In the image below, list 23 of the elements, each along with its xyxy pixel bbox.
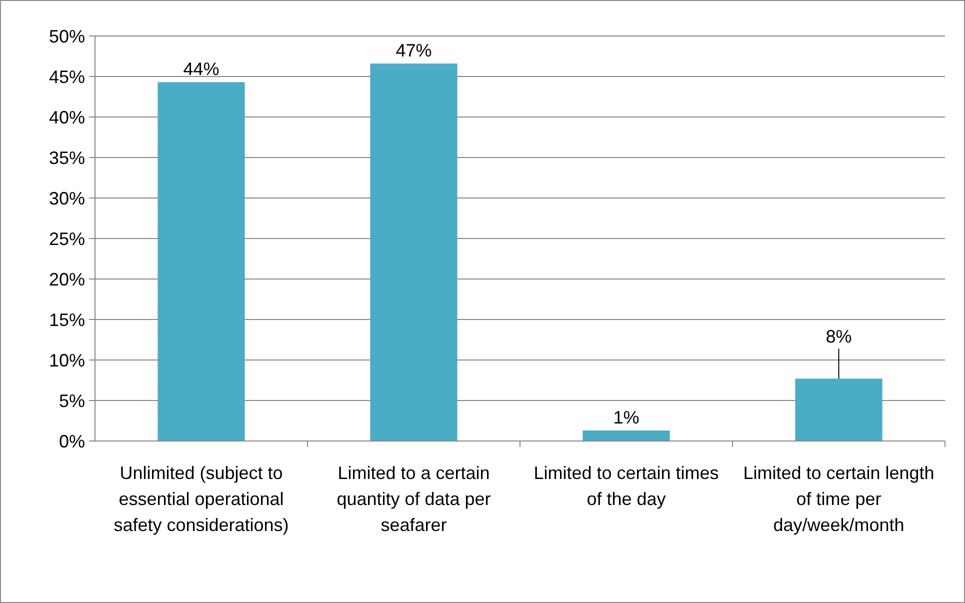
data-label: 44%: [183, 59, 220, 80]
x-tick-label: Unlimited (subject to essential operational safety considerations): [114, 463, 289, 535]
x-tick-label: Limited to certain length of time per day/week/month: [743, 463, 934, 535]
data-label: 47%: [396, 40, 432, 61]
y-tick-label: 30%: [48, 188, 85, 208]
y-tick-label: 15%: [48, 310, 85, 330]
y-tick-label: 50%: [48, 26, 85, 46]
y-tick-label: 10%: [48, 350, 85, 370]
bar: [795, 378, 882, 441]
y-tick-label: 25%: [48, 228, 85, 249]
x-tick-label: Limited to a certain quantity of data per seafarer: [336, 463, 491, 535]
y-tick-label: 40%: [48, 107, 85, 128]
x-tick-label: Limited to certain times of the day: [534, 463, 719, 509]
y-tick-label: 20%: [48, 269, 85, 290]
data-label: 1%: [613, 407, 640, 428]
y-tick-label: 5%: [58, 390, 85, 411]
y-tick-label: 0%: [58, 431, 85, 452]
data-label: 8%: [826, 326, 852, 347]
bar: [582, 430, 670, 441]
y-tick-label: 45%: [48, 66, 85, 87]
y-tick-label: 35%: [48, 148, 85, 168]
bar: [370, 64, 458, 441]
bar: [158, 82, 245, 441]
